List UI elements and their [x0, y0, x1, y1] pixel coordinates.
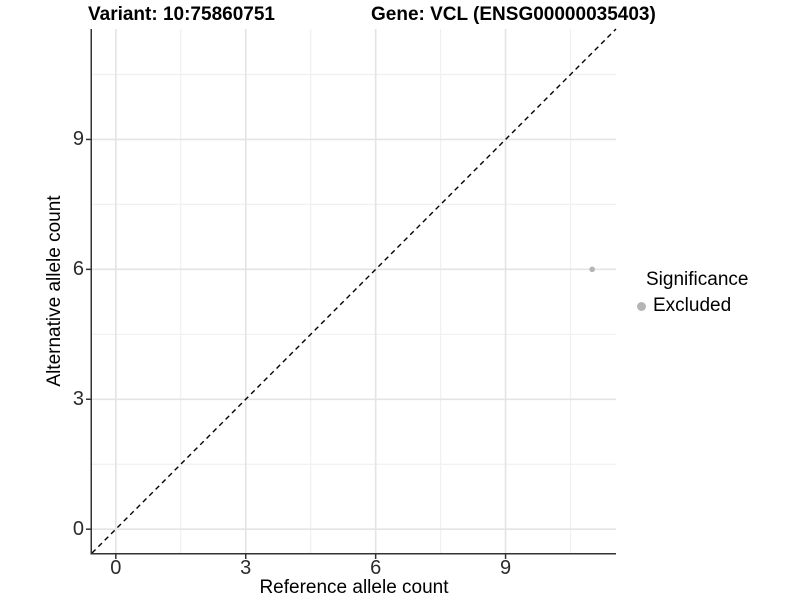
plot-panel: [86, 28, 617, 559]
x-tick-label: 3: [240, 557, 252, 579]
y-tick-label: 0: [72, 518, 84, 541]
plot-title-variant: Variant: 10:75860751: [88, 4, 275, 25]
identity-line: [91, 28, 617, 554]
legend-title: Significance: [646, 269, 749, 290]
y-tick-label: 3: [72, 388, 84, 411]
y-tick-label: 9: [72, 128, 84, 151]
legend-item-label: Excluded: [653, 295, 732, 316]
plot-title-gene: Gene: VCL (ENSG00000035403): [371, 4, 656, 25]
x-tick-label: 0: [110, 557, 122, 579]
plot-canvas: [86, 28, 617, 559]
x-axis-title: Reference allele count: [259, 577, 449, 598]
legend: Significance Excluded: [634, 269, 748, 317]
y-tick-label: 6: [72, 258, 84, 281]
legend-items: Excluded: [634, 295, 748, 317]
y-axis-title: Alternative allele count: [44, 195, 65, 387]
legend-key-dot-icon: [637, 301, 646, 311]
x-tick-label: 6: [370, 557, 382, 579]
data-point: [589, 266, 595, 273]
legend-item: Excluded: [634, 295, 748, 317]
x-tick-label: 9: [500, 557, 512, 579]
